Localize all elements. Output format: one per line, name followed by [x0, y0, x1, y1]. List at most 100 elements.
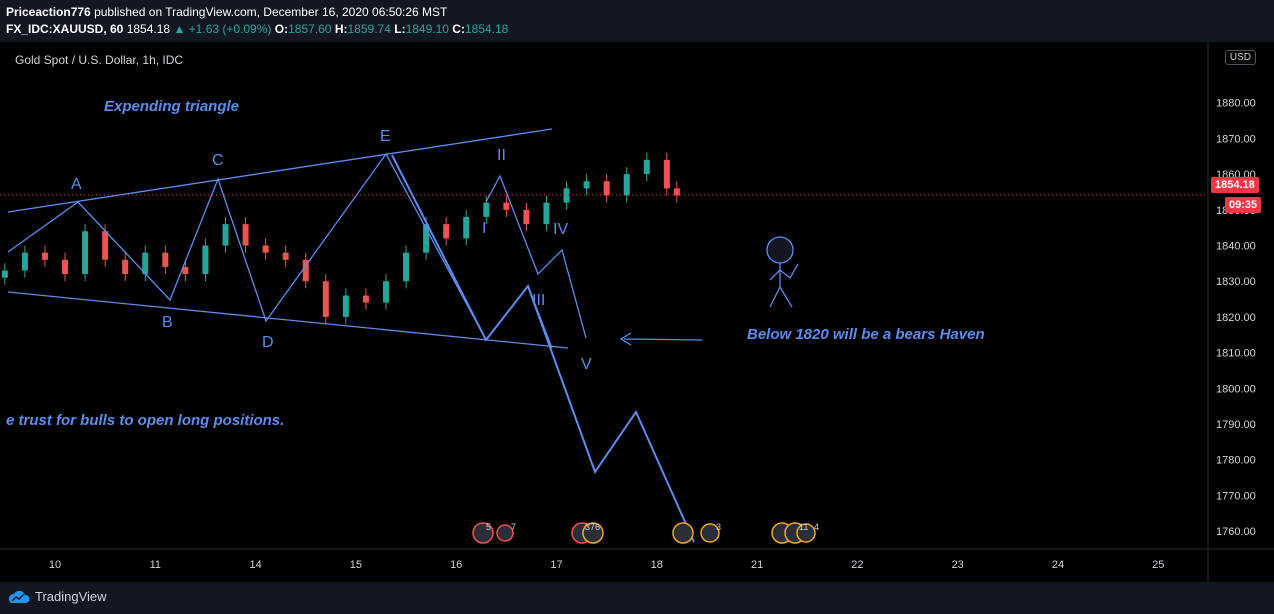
open-label: O:: [274, 22, 289, 36]
y-tick-label: 1840.00: [1216, 241, 1256, 253]
wave-label-c: C: [212, 152, 224, 169]
projected-wave-path[interactable]: [391, 154, 695, 543]
candle-body: [563, 188, 570, 203]
candle-body: [543, 202, 550, 225]
y-tick-label: 1810.00: [1216, 348, 1256, 360]
x-tick-label: 24: [1052, 559, 1064, 571]
wave-labels: A B C D E I II III IV V: [71, 128, 592, 373]
candle-body: [1, 270, 8, 278]
candle-body: [673, 188, 680, 196]
event-count: 4: [814, 522, 819, 532]
currency-button[interactable]: USD: [1224, 50, 1256, 65]
chart-area[interactable]: Gold Spot / U.S. Dollar, 1h, IDC 1760.00…: [0, 42, 1274, 582]
candle-body: [122, 259, 129, 275]
candle-body: [463, 216, 470, 239]
candle-body: [21, 252, 28, 271]
event-count: 5: [486, 522, 491, 532]
y-tick-label: 1770.00: [1216, 490, 1256, 502]
candle-body: [503, 202, 510, 210]
event-badge[interactable]: 5 7: [472, 522, 516, 544]
ohlc-line: FX_IDC:XAUUSD, 60 1854.18 ▲ +1.63 (+0.09…: [6, 22, 508, 36]
x-tick-label: 11: [150, 559, 161, 571]
y-tick-label: 1830.00: [1216, 276, 1256, 288]
wave-label-d: D: [262, 334, 274, 351]
price-change: +1.63 (+0.09%): [188, 22, 272, 36]
close-label: C:: [452, 22, 465, 36]
event-badge[interactable]: 376: [571, 522, 604, 544]
y-tick-label: 1780.00: [1216, 455, 1256, 467]
event-count: 11: [799, 522, 808, 532]
bears-annotation[interactable]: Below 1820 will be a bears Haven: [747, 326, 985, 343]
candle-body: [342, 295, 349, 317]
x-tick-label: 15: [350, 559, 362, 571]
candle-body: [182, 266, 189, 275]
triangle-lower-line[interactable]: [7, 291, 569, 349]
candle-body: [41, 252, 48, 260]
candle-body: [142, 252, 149, 275]
candle-body: [403, 252, 410, 282]
low-value: 1849.10: [405, 22, 449, 36]
y-tick-label: 1820.00: [1216, 312, 1256, 324]
x-tick-label: 10: [49, 559, 61, 571]
countdown-tag: 09:35: [1225, 197, 1262, 213]
candle-body: [382, 281, 389, 303]
price-chart[interactable]: Gold Spot / U.S. Dollar, 1h, IDC 1760.00…: [0, 42, 1274, 582]
arrow-head-icon: [619, 332, 632, 346]
event-badge[interactable]: 3: [672, 522, 721, 544]
candle-body: [262, 245, 269, 253]
y-tick-label: 1800.00: [1216, 383, 1256, 395]
x-tick-label: 23: [952, 559, 964, 571]
event-count: 376: [585, 522, 600, 532]
economic-events-row[interactable]: 5 7 376 3 11 4: [472, 522, 819, 544]
stick-figure-arms: [769, 263, 799, 281]
event-count: 7: [511, 522, 516, 532]
y-tick-label: 1760.00: [1216, 526, 1256, 538]
candle-body: [162, 252, 169, 267]
candle-body: [102, 231, 109, 260]
candle-body: [623, 174, 630, 196]
y-tick-label: 1870.00: [1216, 133, 1256, 145]
event-count: 3: [716, 522, 721, 532]
candle-body: [302, 259, 309, 282]
symbol-label[interactable]: FX_IDC:XAUUSD, 60: [6, 22, 124, 36]
wave-label-i: I: [482, 220, 486, 237]
chart-title: Gold Spot / U.S. Dollar, 1h, IDC: [15, 53, 183, 67]
x-tick-label: 18: [651, 559, 663, 571]
publish-line: Priceaction776 published on TradingView.…: [6, 5, 447, 19]
candle-body: [242, 224, 249, 246]
candle-body: [62, 259, 69, 275]
close-value: 1854.18: [464, 22, 509, 36]
last-price-tag: 1854.18: [1211, 177, 1259, 193]
y-tick-label: 1880.00: [1216, 98, 1256, 110]
high-label: H:: [334, 22, 348, 36]
x-tick-label: 14: [249, 559, 261, 571]
candle-body: [663, 159, 670, 189]
x-tick-label: 17: [550, 559, 562, 571]
last-price: 1854.18: [126, 22, 171, 36]
publisher-name[interactable]: Priceaction776: [6, 5, 91, 19]
brand-name: TradingView: [35, 589, 107, 604]
candle-body: [583, 181, 590, 189]
candle-body: [643, 159, 650, 175]
impulse-wave-path[interactable]: [485, 174, 587, 339]
low-label: L:: [394, 22, 406, 36]
candle-body: [282, 252, 289, 260]
pattern-annotation[interactable]: Expending triangle: [104, 98, 239, 115]
footer: TradingView: [0, 582, 1274, 614]
wave-label-iv: IV: [553, 221, 568, 238]
tradingview-logo[interactable]: TradingView: [6, 589, 107, 604]
expanding-triangle-drawing[interactable]: [7, 128, 799, 543]
triangle-upper-line[interactable]: [7, 128, 553, 213]
candle-body: [483, 202, 490, 217]
x-tick-label: 16: [450, 559, 462, 571]
stick-figure-body: [769, 263, 781, 308]
trust-annotation[interactable]: e trust for bulls to open long positions…: [6, 412, 284, 429]
candle-body: [523, 209, 530, 225]
wave-label-a: A: [71, 176, 82, 193]
x-tick-label: 25: [1152, 559, 1164, 571]
event-badge[interactable]: 11 4: [771, 522, 819, 544]
arrow-line[interactable]: [623, 338, 703, 341]
stick-figure-head: [766, 236, 794, 264]
chart-header: Priceaction776 published on TradingView.…: [0, 0, 1274, 40]
candle-body: [82, 231, 89, 275]
